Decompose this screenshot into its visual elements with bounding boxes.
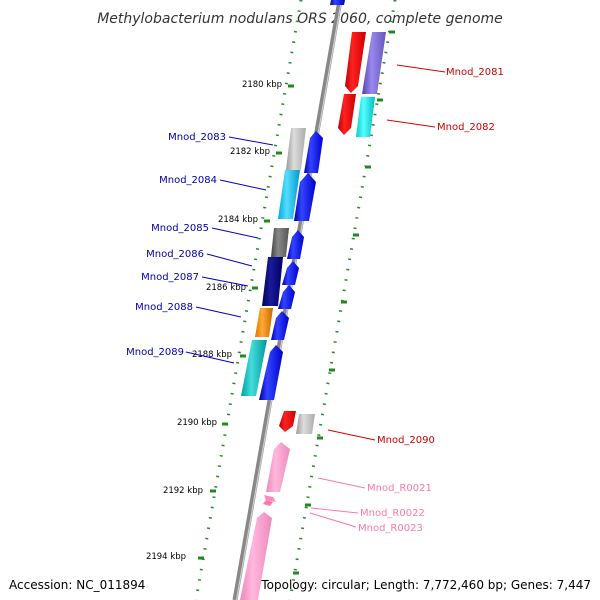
- gene-arrow-mnod-2090[interactable]: [279, 411, 296, 432]
- tick-label: 2188 kbp: [192, 350, 232, 360]
- map-title: Methylobacterium nodulans ORS 2060, comp…: [97, 11, 503, 27]
- callout-mnod-r0023: [309, 512, 357, 528]
- gene-label-mnod-r0021[interactable]: Mnod_R0021: [367, 483, 432, 494]
- callout-lines: [185, 64, 446, 528]
- genome-summary-text: Topology: circular; Length: 7,772,460 bp…: [261, 578, 591, 592]
- gene-label-mnod-2088[interactable]: Mnod_2088: [135, 302, 193, 313]
- gene-label-mnod-2087[interactable]: Mnod_2087: [141, 272, 199, 283]
- rna-feature-pink-lower[interactable]: [240, 512, 272, 600]
- tick-label: 2184 kbp: [218, 215, 258, 225]
- gene-label-mnod-2084[interactable]: Mnod_2084: [159, 175, 217, 186]
- feature-mnod-2082-color[interactable]: [356, 97, 375, 137]
- tick-label: 2192 kbp: [163, 486, 203, 496]
- gene-arrow-mnod-2084[interactable]: [294, 173, 316, 221]
- minus-strand-features: [330, 0, 386, 137]
- feature-mnod-2084-color[interactable]: [278, 170, 300, 219]
- callout-mnod-2083: [228, 136, 274, 146]
- callout-mnod-r0021: [317, 477, 366, 489]
- callout-mnod-2081: [396, 64, 446, 73]
- gene-arrow-mnod-2081-top[interactable]: [330, 0, 345, 5]
- feature-mnod-2085-color[interactable]: [271, 228, 289, 257]
- tick-label: 2182 kbp: [230, 147, 270, 157]
- gene-label-mnod-r0023[interactable]: Mnod_R0023: [358, 523, 423, 534]
- feature-mnod-2083-color[interactable]: [286, 128, 306, 170]
- callout-mnod-2084: [219, 179, 267, 191]
- scale-track-outer: [288, 0, 397, 600]
- gene-label-mnod-2085[interactable]: Mnod_2085: [151, 223, 209, 234]
- callout-mnod-2085: [211, 227, 259, 239]
- gene-label-mnod-2082[interactable]: Mnod_2082: [437, 122, 495, 133]
- callout-mnod-2088: [195, 306, 242, 318]
- gene-arrow-mnod-2088[interactable]: [271, 311, 289, 340]
- gene-arrow-mnod-2081[interactable]: [345, 32, 366, 93]
- tick-label: 2190 kbp: [177, 418, 217, 428]
- accession-text: Accession: NC_011894: [9, 578, 146, 592]
- tick-label: 2194 kbp: [146, 552, 186, 562]
- tick-labels: 2180 kbp 2182 kbp 2184 kbp 2186 kbp 2188…: [146, 80, 282, 562]
- rna-feature-mnod-r0022[interactable]: [264, 495, 276, 502]
- plus-strand-features: [241, 128, 323, 400]
- gene-label-mnod-2089[interactable]: Mnod_2089: [126, 347, 184, 358]
- scale-track-inner: [194, 0, 303, 600]
- rna-features: [240, 442, 290, 600]
- gene-arrow-mnod-2082[interactable]: [338, 94, 356, 135]
- gene-arrow-mnod-2083[interactable]: [304, 131, 323, 173]
- feature-mnod-2081-color[interactable]: [362, 32, 386, 94]
- gene-label-mnod-2081[interactable]: Mnod_2081: [446, 67, 504, 78]
- callout-mnod-r0022: [310, 507, 359, 514]
- gene-arrow-mnod-2089[interactable]: [259, 345, 283, 400]
- feature-mnod-2089-color[interactable]: [241, 340, 267, 396]
- tick-label: 2180 kbp: [242, 80, 282, 90]
- feature-mnod-2088-color[interactable]: [255, 308, 273, 337]
- callout-mnod-2090: [327, 429, 376, 441]
- gene-arrow-mnod-2087[interactable]: [278, 285, 295, 309]
- gene-label-mnod-2086[interactable]: Mnod_2086: [146, 249, 204, 260]
- gene-labels: Mnod_2081 Mnod_2082 Mnod_2083 Mnod_2084 …: [126, 67, 504, 534]
- gene-arrow-mnod-2086[interactable]: [282, 261, 299, 285]
- gene-arrow-mnod-2085[interactable]: [287, 230, 304, 259]
- callout-mnod-2087: [201, 276, 249, 287]
- major-ticks: [198, 30, 395, 575]
- gene-label-mnod-2083[interactable]: Mnod_2083: [168, 132, 226, 143]
- feature-mnod-2086-color[interactable]: [262, 257, 283, 306]
- feature-mnod-2090-color[interactable]: [296, 414, 315, 434]
- gene-label-mnod-2090[interactable]: Mnod_2090: [377, 435, 435, 446]
- tick-label: 2186 kbp: [206, 283, 246, 293]
- callout-mnod-2082: [386, 119, 436, 128]
- rna-feature-mnod-r0021[interactable]: [266, 442, 290, 492]
- callout-mnod-2089: [185, 351, 235, 364]
- gene-label-mnod-r0022[interactable]: Mnod_R0022: [360, 508, 425, 519]
- rna-feature-mnod-r0023[interactable]: [263, 500, 273, 506]
- callout-mnod-2086: [206, 253, 253, 267]
